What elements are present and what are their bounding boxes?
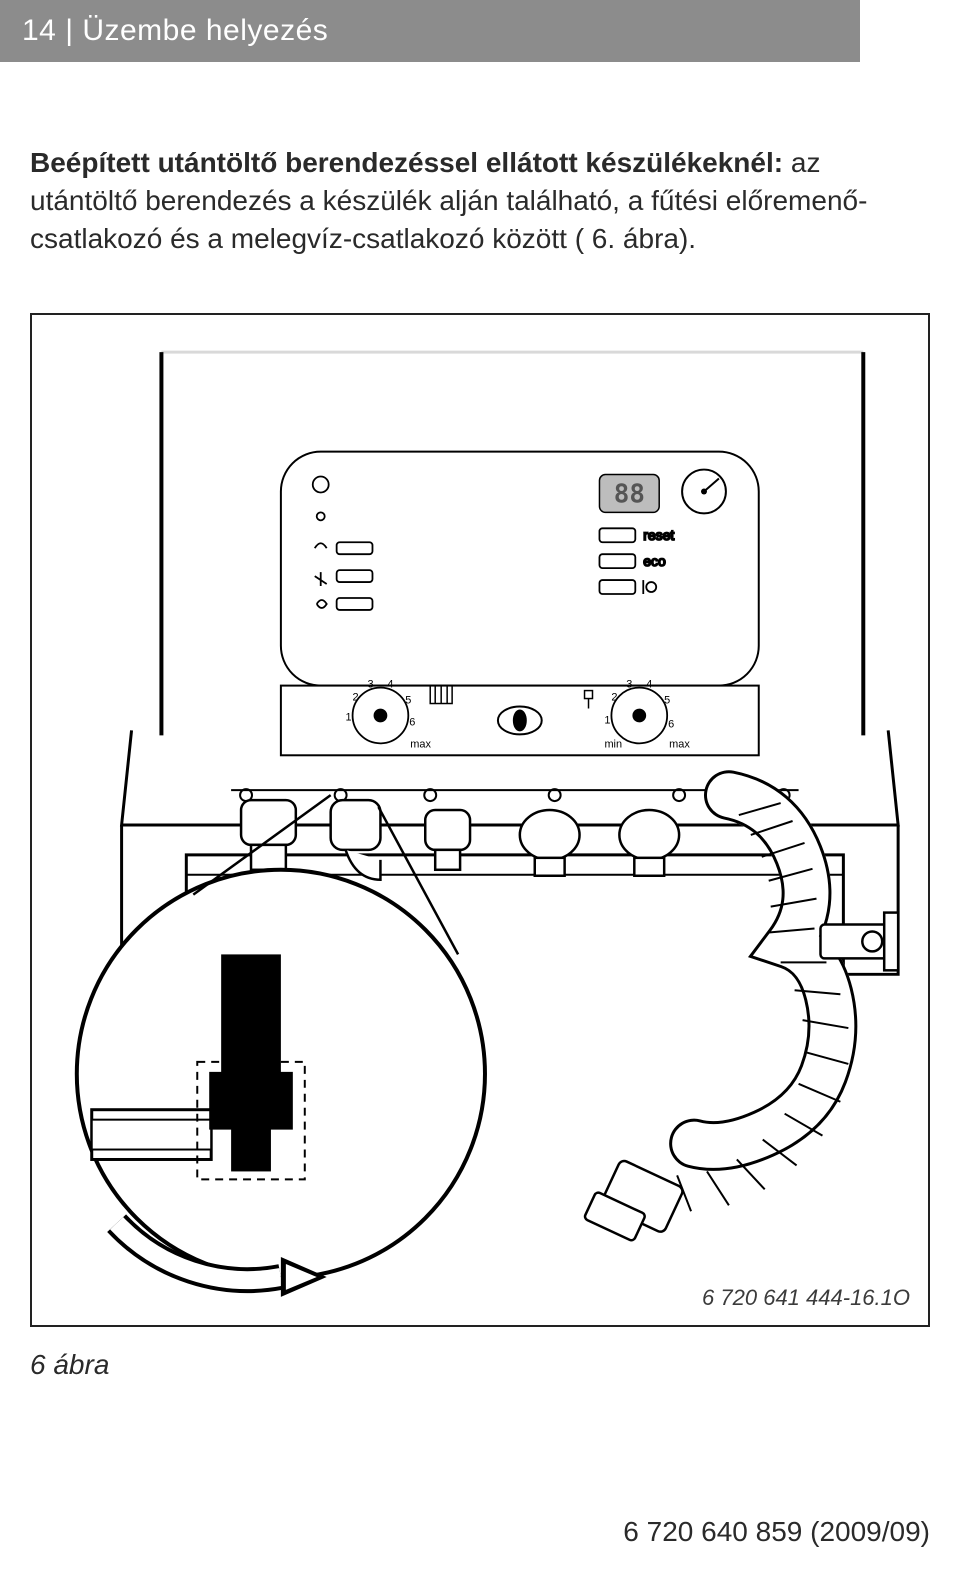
svg-text:5: 5: [405, 695, 411, 707]
left-dial-max: max: [410, 739, 431, 751]
svg-text:2: 2: [353, 692, 359, 704]
eco-label: eco: [643, 554, 666, 570]
lead-heading: Beépített utántöltő berendezéssel elláto…: [30, 147, 783, 178]
svg-text:3: 3: [367, 679, 373, 691]
svg-text:1: 1: [346, 712, 352, 724]
right-dial-min: min: [604, 739, 622, 751]
page-header: 14 | Üzembe helyezés: [0, 0, 860, 62]
body-text-block: Beépített utántöltő berendezéssel elláto…: [0, 62, 960, 285]
display-value: 88: [614, 480, 645, 510]
svg-text:2: 2: [611, 692, 617, 704]
right-dial-max: max: [669, 739, 690, 751]
doc-footer: 6 720 640 859 (2009/09): [0, 1516, 960, 1570]
svg-text:1: 1: [604, 715, 610, 727]
doc-code: 6 720 640 859 (2009/09): [623, 1516, 930, 1547]
figure: 88 reset eco: [30, 313, 930, 1327]
figure-code: 6 720 641 444-16.1O: [702, 1285, 910, 1311]
header-title: 14 | Üzembe helyezés: [22, 14, 328, 47]
boiler-illustration: 88 reset eco: [32, 315, 928, 1325]
svg-text:5: 5: [664, 695, 670, 707]
svg-text:4: 4: [387, 679, 393, 691]
svg-text:3: 3: [626, 679, 632, 691]
reset-label: reset: [643, 528, 674, 544]
svg-text:6: 6: [668, 719, 674, 731]
figure-caption: 6 ábra: [0, 1327, 960, 1381]
svg-text:6: 6: [409, 717, 415, 729]
lead-paragraph: Beépített utántöltő berendezéssel elláto…: [30, 144, 930, 257]
svg-text:4: 4: [646, 679, 652, 691]
